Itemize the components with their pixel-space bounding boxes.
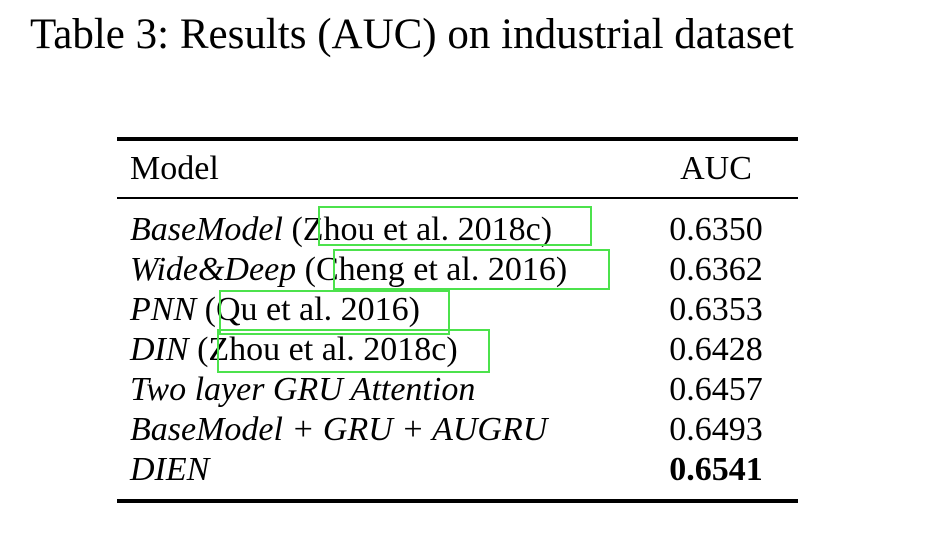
table-caption: Table 3: Results (AUC) on industrial dat… [30,11,794,58]
citation-link-box-zhou-2018c[interactable] [318,206,592,246]
model-name: Wide&Deep [130,251,297,288]
table-body: BaseModel (Zhou et al. 2018c) 0.6350 Wid… [117,199,798,499]
model-cell: DIEN [117,451,634,489]
citation-text: (Zhou et al. 2018c) [188,331,458,368]
table-row: BaseModel (Zhou et al. 2018c) 0.6350 [117,210,798,250]
table-bottom-rule [117,499,798,503]
model-name: BaseModel [130,211,283,248]
model-cell: PNN (Qu et al. 2016) [117,291,634,329]
results-table: Model AUC BaseModel (Zhou et al. 2018c) … [117,137,798,503]
table-header-row: Model AUC [117,141,798,197]
column-header-auc: AUC [680,150,752,187]
model-cell: Two layer GRU Attention [117,371,634,409]
model-name: BaseModel + GRU + AUGRU [130,411,548,448]
table-top-rule [117,137,798,141]
auc-value: 0.6350 [669,211,763,248]
model-cell: Wide&Deep (Cheng et al. 2016) [117,251,634,289]
model-name: DIEN [130,451,210,488]
model-cell: BaseModel (Zhou et al. 2018c) [117,211,634,249]
auc-value: 0.6493 [669,411,763,448]
citation-text: (Cheng et al. 2016) [296,251,568,288]
table-row: PNN (Qu et al. 2016) 0.6353 [117,290,798,330]
model-name: PNN [130,291,197,328]
citation-text: (Qu et al. 2016) [196,291,420,328]
model-name: DIN [130,331,189,368]
citation-link-box-zhou-2018c-din[interactable] [217,329,490,373]
citation-link-box-cheng-2016[interactable] [333,249,610,290]
model-cell: BaseModel + GRU + AUGRU [117,411,634,449]
table-row: Two layer GRU Attention 0.6457 [117,370,798,410]
column-header-model: Model [130,150,219,187]
model-cell: DIN (Zhou et al. 2018c) [117,331,634,369]
citation-link-box-qu-2016[interactable] [219,290,450,335]
auc-value: 0.6457 [669,371,763,408]
citation-text: (Zhou et al. 2018c) [282,211,553,248]
auc-value: 0.6362 [669,251,763,288]
auc-value-best: 0.6541 [669,451,763,488]
auc-value: 0.6428 [669,331,763,368]
table-row: Wide&Deep (Cheng et al. 2016) 0.6362 [117,250,798,290]
auc-value: 0.6353 [669,291,763,328]
table-row: DIN (Zhou et al. 2018c) 0.6428 [117,330,798,370]
table-row: BaseModel + GRU + AUGRU 0.6493 [117,410,798,450]
table-mid-rule [117,197,798,199]
table-row: DIEN 0.6541 [117,450,798,490]
model-name: Two layer GRU Attention [130,371,476,408]
